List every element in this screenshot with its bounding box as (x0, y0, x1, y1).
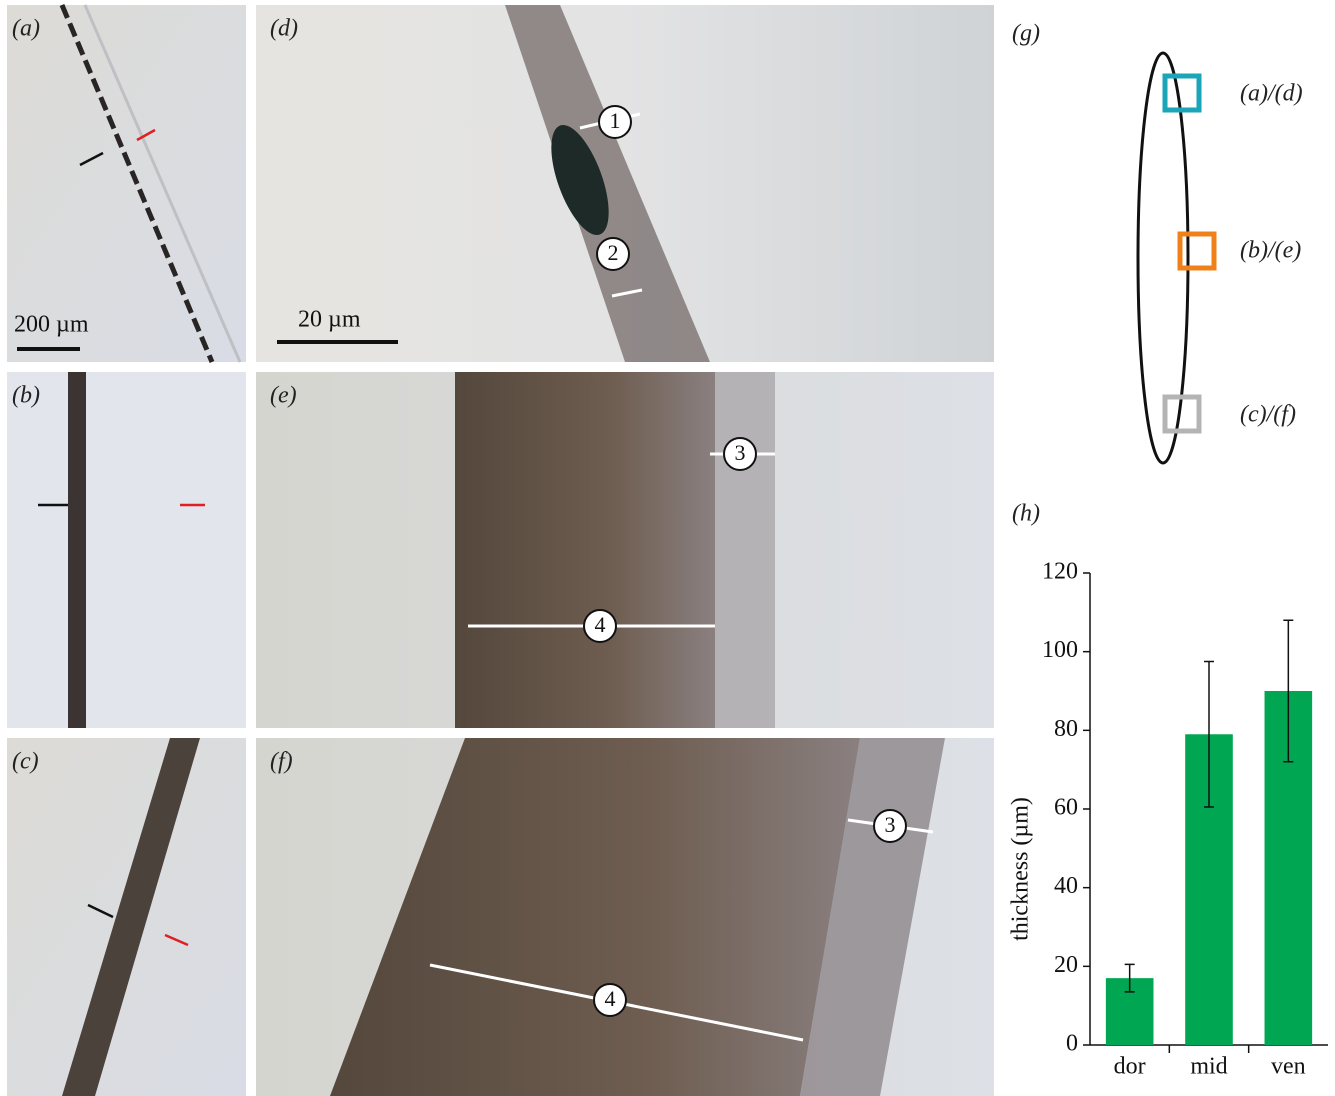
location-box (1165, 76, 1199, 110)
y-tick-label: 120 (1042, 559, 1078, 585)
bar-chart: 0 20 40 60 80 100 120 thickness (µm) dor mid ven (1008, 559, 1329, 1080)
panel-label: (e) (270, 383, 297, 409)
scale-bar-label: 200 µm (14, 312, 89, 338)
y-tick-label: 60 (1054, 795, 1078, 821)
location-box (1180, 234, 1214, 268)
location-label: (c)/(f) (1240, 402, 1296, 428)
marker-label: 4 (595, 612, 606, 637)
y-tick-label: 40 (1054, 873, 1078, 899)
tissue (455, 372, 715, 728)
y-tick-label: 0 (1066, 1031, 1078, 1057)
location-label: (a)/(d) (1240, 81, 1303, 107)
panel-label: (g) (1012, 21, 1040, 47)
figure: 1 2 3 4 3 4 200 µm 20 µm (a) (b) (c) (d)… (0, 0, 1335, 1096)
panel-label: (d) (270, 16, 298, 42)
micrograph-a (7, 5, 246, 362)
panel-label: (c) (12, 749, 39, 775)
location-label: (b)/(e) (1240, 238, 1301, 264)
panel-label: (h) (1012, 501, 1040, 527)
x-tick-label: ven (1271, 1054, 1306, 1080)
y-tick-label: 80 (1054, 716, 1078, 742)
y-tick-label: 100 (1042, 637, 1078, 663)
marker-label: 4 (605, 986, 616, 1011)
panel-label: (b) (12, 383, 40, 409)
x-tick-label: mid (1190, 1054, 1227, 1080)
marker-label: 3 (885, 812, 896, 837)
scale-bar-label: 20 µm (298, 307, 361, 333)
x-tick-label: dor (1114, 1054, 1146, 1080)
marker-label: 1 (610, 108, 621, 133)
panel-label: (a) (12, 16, 40, 42)
marker-label: 2 (608, 240, 619, 265)
y-tick-label: 20 (1054, 952, 1078, 978)
micrographs (7, 5, 994, 1096)
tissue (715, 372, 775, 728)
y-axis-label: thickness (µm) (1008, 797, 1034, 941)
location-diagram: (a)/(d) (b)/(e) (c)/(f) (1138, 53, 1303, 463)
panel-label: (f) (270, 749, 293, 775)
micrograph-b (7, 372, 246, 728)
marker-label: 3 (735, 440, 746, 465)
epidermis (68, 372, 86, 728)
